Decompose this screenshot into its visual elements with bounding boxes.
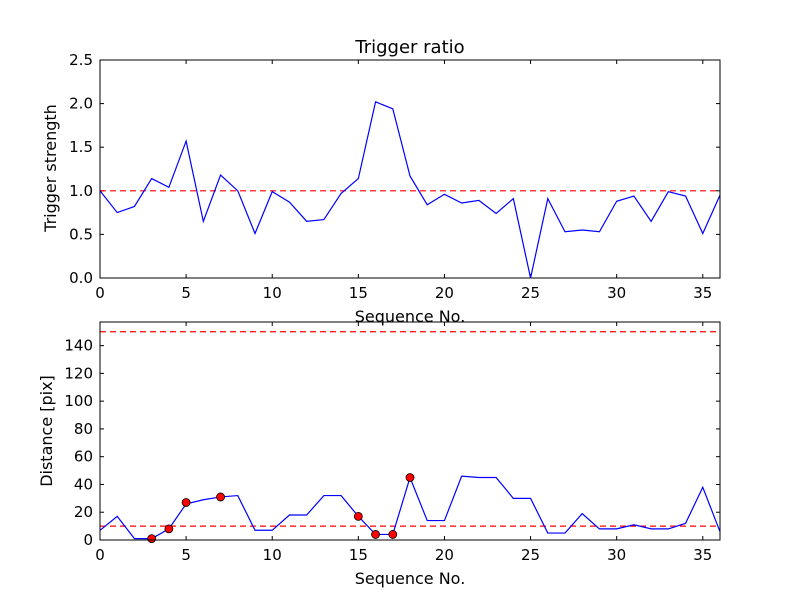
x-tick-label: 20 xyxy=(435,546,454,564)
data-point-marker xyxy=(388,530,398,539)
x-tick-label: 20 xyxy=(435,284,454,302)
x-tick-label: 15 xyxy=(349,546,368,564)
y-tick-label: 1.0 xyxy=(69,182,93,200)
data-point-marker xyxy=(164,524,174,534)
data-point-marker xyxy=(371,530,380,539)
data-point-marker xyxy=(147,534,157,544)
x-tick-label: 5 xyxy=(181,546,191,564)
plot-area xyxy=(99,331,721,544)
x-tick-label: 10 xyxy=(263,546,282,564)
plot-area xyxy=(99,101,721,279)
series-line xyxy=(99,101,721,279)
y-tick-label: 2.0 xyxy=(69,95,93,113)
data-point-marker xyxy=(181,498,191,507)
y-tick-label: 2.5 xyxy=(69,51,93,69)
x-tick-label: 30 xyxy=(607,546,626,564)
x-tick-label: 0 xyxy=(95,284,105,302)
trigger-ratio-chart: Trigger ratio Sequence No. Trigger stren… xyxy=(41,37,721,326)
x-axis-label: Sequence No. xyxy=(355,569,466,588)
y-tick-label: 0 xyxy=(83,531,93,549)
axes-frame xyxy=(99,59,721,279)
data-point-marker xyxy=(216,492,225,502)
y-axis-label: Trigger strength xyxy=(41,104,60,233)
ticks-layer: 0 5 10 15 20 25 30 35 0.0 0.5 1.0 1.5 2.0 2.5 xyxy=(69,51,720,302)
x-tick-label: 35 xyxy=(693,284,712,302)
x-tick-label: 15 xyxy=(349,284,368,302)
x-tick-label: 10 xyxy=(263,284,282,302)
x-tick-label: 25 xyxy=(521,546,540,564)
y-tick-label: 80 xyxy=(74,420,93,438)
y-tick-label: 140 xyxy=(64,337,93,355)
ticks-layer: 0 5 10 15 20 25 30 35 0 20 40 60 80 100 120 140 xyxy=(64,322,720,564)
x-tick-label: 5 xyxy=(181,284,191,302)
y-tick-label: 100 xyxy=(64,392,93,410)
chart-title: Trigger ratio xyxy=(354,37,464,58)
axes-frame xyxy=(99,321,721,541)
y-tick-label: 40 xyxy=(74,475,93,493)
distance-chart: Sequence No. Distance [pix] 0 5 10 15 20 25 30… xyxy=(37,321,721,588)
y-tick-label: 20 xyxy=(74,503,93,521)
data-point-marker xyxy=(353,511,363,521)
x-tick-label: 0 xyxy=(95,546,105,564)
y-tick-label: 0.5 xyxy=(69,225,93,243)
data-point-marker xyxy=(405,473,415,482)
y-tick-label: 1.5 xyxy=(69,138,93,156)
x-tick-label: 25 xyxy=(521,284,540,302)
y-tick-label: 60 xyxy=(74,448,93,466)
y-tick-label: 120 xyxy=(64,364,93,382)
x-tick-label: 35 xyxy=(693,546,712,564)
x-axis-label: Sequence No. xyxy=(355,307,466,326)
x-tick-label: 30 xyxy=(607,284,626,302)
y-tick-label: 0.0 xyxy=(69,269,93,287)
y-axis-label: Distance [pix] xyxy=(37,375,56,487)
